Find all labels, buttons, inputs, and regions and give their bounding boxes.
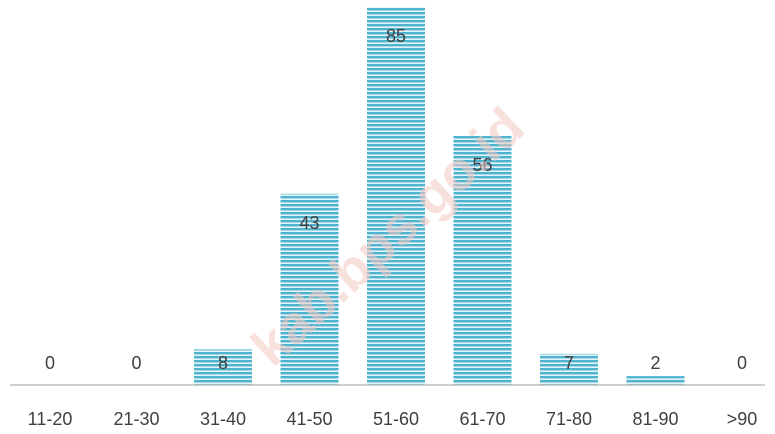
x-tick-label->90: >90	[727, 409, 758, 429]
x-tick-label-41-50: 41-50	[286, 409, 332, 429]
data-label-71-80: 7	[564, 353, 574, 373]
x-tick-label-61-70: 61-70	[459, 409, 505, 429]
bar-71-80	[540, 353, 598, 385]
data-label-51-60: 85	[386, 26, 406, 46]
bar-61-70	[453, 135, 512, 385]
x-tick-label-51-60: 51-60	[373, 409, 419, 429]
data-label-81-90: 2	[650, 353, 660, 373]
data-labels-layer: 0 0 8 43 85 56 7 2 0	[45, 26, 747, 373]
bar-51-60	[367, 7, 425, 385]
bar-41-50	[280, 193, 339, 385]
x-tick-labels: 11-20 21-30 31-40 41-50 51-60 61-70 71-80 81-90…	[28, 409, 758, 429]
data-label-21-30: 0	[131, 353, 141, 373]
data-label->90: 0	[737, 353, 747, 373]
x-tick-label-81-90: 81-90	[632, 409, 678, 429]
x-tick-label-71-80: 71-80	[546, 409, 592, 429]
bars-layer	[194, 7, 685, 385]
bar-81-90	[626, 376, 685, 385]
data-label-41-50: 43	[299, 213, 319, 233]
data-label-11-20: 0	[45, 353, 55, 373]
data-label-61-70: 56	[472, 155, 492, 175]
bar-31-40	[194, 349, 252, 385]
x-tick-label-11-20: 11-20	[28, 409, 73, 429]
data-label-31-40: 8	[218, 353, 228, 373]
x-tick-label-21-30: 21-30	[113, 409, 159, 429]
x-tick-label-31-40: 31-40	[200, 409, 246, 429]
